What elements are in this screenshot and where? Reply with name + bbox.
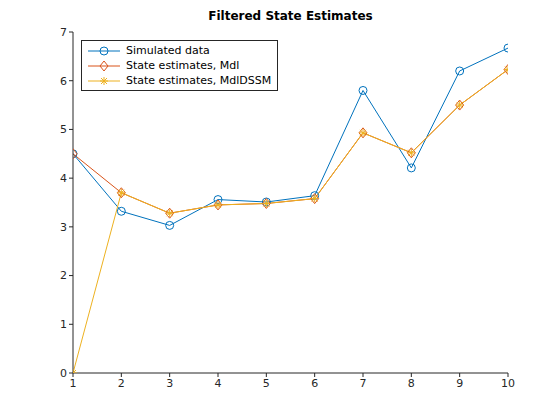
html-text:State estimates, Mdl: State estimates, Mdl bbox=[126, 59, 240, 72]
svg-text:5: 5 bbox=[263, 377, 270, 390]
html-text:State estimates, MdlDSSM: State estimates, MdlDSSM bbox=[126, 74, 272, 87]
html-text:Filtered State Estimates: Filtered State Estimates bbox=[208, 9, 373, 23]
svg-text:3: 3 bbox=[60, 221, 67, 234]
svg-text:0: 0 bbox=[60, 367, 67, 380]
svg-text:3: 3 bbox=[166, 377, 173, 390]
svg-text:2: 2 bbox=[60, 269, 67, 282]
svg-text:8: 8 bbox=[408, 377, 415, 390]
svg-text:4: 4 bbox=[60, 172, 67, 185]
svg-text:6: 6 bbox=[311, 377, 318, 390]
svg-text:1: 1 bbox=[60, 318, 67, 331]
svg-text:6: 6 bbox=[60, 75, 67, 88]
svg-text:2: 2 bbox=[118, 377, 125, 390]
svg-text:4: 4 bbox=[215, 377, 222, 390]
html-text:Simulated data: Simulated data bbox=[126, 44, 210, 57]
svg-text:7: 7 bbox=[360, 377, 367, 390]
svg-text:9: 9 bbox=[456, 377, 463, 390]
svg-text:5: 5 bbox=[60, 123, 67, 136]
svg-text:10: 10 bbox=[501, 377, 515, 390]
svg-text:1: 1 bbox=[70, 377, 77, 390]
svg-text:7: 7 bbox=[60, 26, 67, 39]
